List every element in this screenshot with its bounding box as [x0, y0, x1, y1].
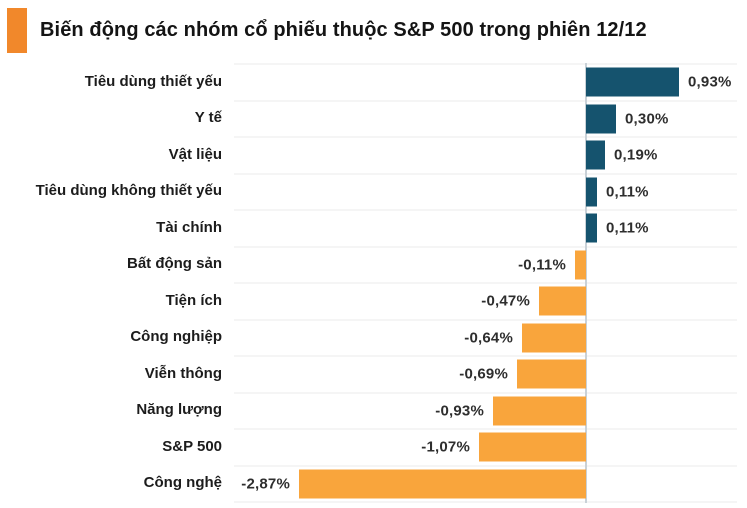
positive-bar	[586, 104, 616, 134]
value-label: -0,93%	[435, 402, 484, 420]
plot-cell: -0,93%	[234, 391, 737, 429]
value-label: -2,87%	[241, 475, 290, 493]
plot-cell: -0,11%	[234, 245, 737, 283]
positive-bar	[586, 213, 597, 243]
value-label: -1,07%	[421, 438, 470, 456]
chart-row: Tiện ích -0,47%	[0, 282, 747, 319]
category-label: Tiêu dùng không thiết yếu	[35, 182, 222, 200]
negative-bar	[539, 286, 586, 316]
value-label: 0,93%	[688, 73, 732, 91]
value-label: -0,69%	[459, 365, 508, 383]
category-label: Bất động sản	[126, 255, 222, 273]
value-label: 0,11%	[606, 219, 649, 237]
chart-row: Tiêu dùng thiết yếu 0,93%	[0, 63, 747, 100]
plot-cell: -0,47%	[234, 282, 737, 319]
chart-row: Bất động sản -0,11%	[0, 245, 747, 283]
chart-row: Tài chính 0,11%	[0, 209, 747, 246]
chart-row: Công nghiệp -0,64%	[0, 318, 747, 356]
negative-bar	[493, 396, 586, 426]
chart-header: Biến động các nhóm cổ phiếu thuộc S&P 50…	[7, 8, 647, 53]
bottom-gridline	[234, 501, 737, 503]
chart-title: Biến động các nhóm cổ phiếu thuộc S&P 50…	[40, 19, 647, 41]
positive-bar	[586, 140, 605, 170]
plot-cell: 0,19%	[234, 136, 737, 173]
value-label: -0,64%	[464, 329, 513, 347]
category-label: Viễn thông	[144, 364, 222, 382]
chart-row: Y tế 0,30%	[0, 99, 747, 137]
negative-bar	[479, 432, 586, 462]
category-label: Công nghệ	[143, 474, 222, 492]
chart-row: Năng lượng -0,93%	[0, 391, 747, 429]
plot-cell: -0,64%	[234, 318, 737, 356]
value-label: -0,11%	[518, 256, 566, 274]
value-label: 0,19%	[614, 146, 658, 164]
category-label: S&P 500	[162, 437, 222, 455]
plot-cell: 0,11%	[234, 209, 737, 246]
chart-row: Công nghệ -2,87%	[0, 464, 747, 502]
negative-bar	[522, 323, 586, 353]
category-label: Tiện ích	[165, 291, 222, 309]
plot-cell: -0,69%	[234, 355, 737, 392]
category-label: Năng lượng	[136, 401, 222, 419]
category-label: Công nghiệp	[130, 328, 222, 346]
chart-row: S&P 500 -1,07%	[0, 428, 747, 465]
negative-bar	[299, 469, 586, 499]
value-label: -0,47%	[481, 292, 530, 310]
value-label: 0,30%	[625, 110, 669, 128]
chart-row: Vật liệu 0,19%	[0, 136, 747, 173]
category-label: Vật liệu	[168, 145, 222, 163]
category-label: Y tế	[194, 109, 222, 127]
chart-row: Viễn thông -0,69%	[0, 355, 747, 392]
plot-cell: 0,11%	[234, 172, 737, 210]
negative-bar	[517, 359, 586, 389]
title-accent-bar	[7, 8, 27, 53]
category-label: Tài chính	[156, 218, 222, 236]
plot-cell: 0,30%	[234, 99, 737, 137]
category-label: Tiêu dùng thiết yếu	[84, 72, 222, 90]
negative-bar	[575, 250, 586, 280]
plot-cell: -2,87%	[234, 464, 737, 502]
zero-axis-line	[585, 63, 587, 503]
positive-bar	[586, 67, 679, 97]
bar-chart: Tiêu dùng thiết yếu 0,93% Y tế 0,30% Vật liệ…	[0, 63, 747, 503]
plot-cell: 0,93%	[234, 63, 737, 100]
plot-cell: -1,07%	[234, 428, 737, 465]
chart-row: Tiêu dùng không thiết yếu 0,11%	[0, 172, 747, 210]
value-label: 0,11%	[606, 183, 649, 201]
positive-bar	[586, 177, 597, 207]
